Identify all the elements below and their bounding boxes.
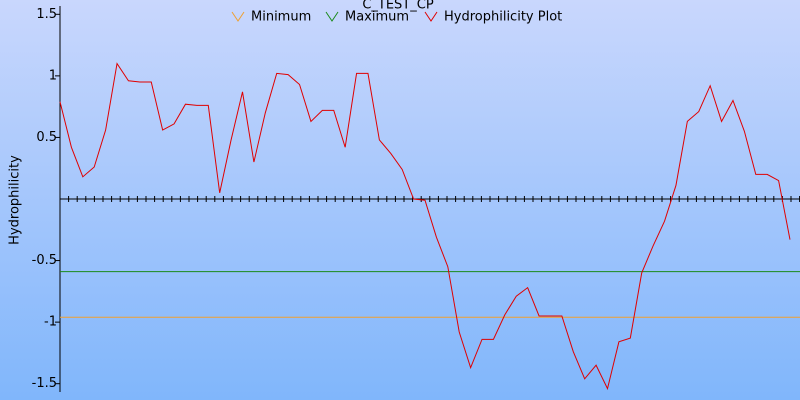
y-tick-label: 0.5 (36, 130, 57, 145)
y-tick-label: -1.5 (32, 376, 57, 391)
legend-label: Minimum (251, 10, 311, 25)
legend-icon (325, 11, 339, 22)
chart-title: C_TEST_CP (362, 0, 434, 13)
data-line (59, 62, 791, 391)
legend-label: Maximum (345, 10, 409, 25)
y-tick-label: 1.5 (36, 7, 57, 22)
y-axis-label: Hydrophilicity (8, 155, 23, 245)
legend-label: Hydrophilicity Plot (444, 10, 562, 25)
y-tick-label: 1 (49, 68, 57, 83)
legend-icon (424, 11, 438, 22)
y-tick-label: -1 (44, 315, 57, 330)
legend-icon (231, 11, 245, 22)
y-tick-label: -0.5 (32, 253, 57, 268)
